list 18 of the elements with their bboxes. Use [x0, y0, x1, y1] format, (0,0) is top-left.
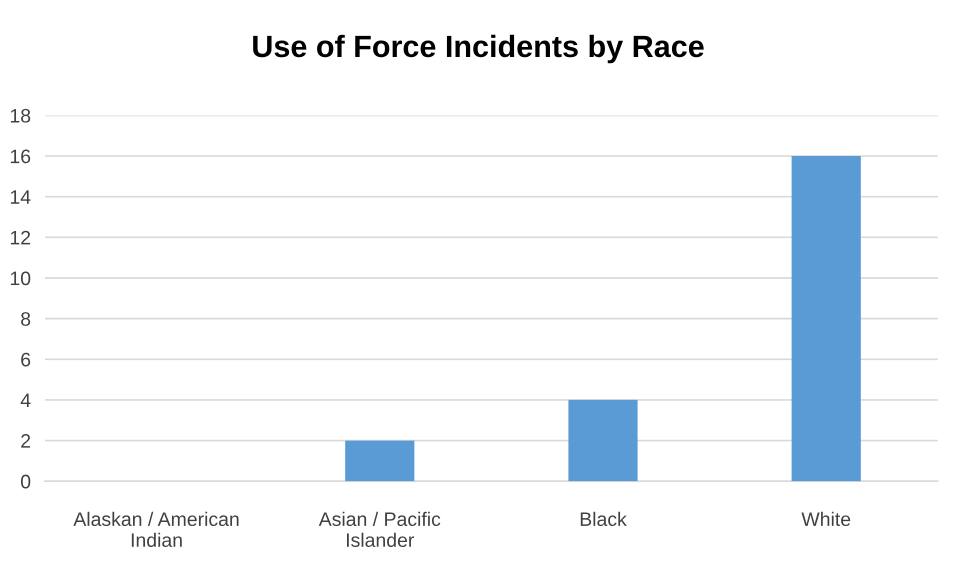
y-tick-label: 16 [10, 150, 30, 164]
bar [568, 400, 638, 482]
y-tick-label: 18 [10, 108, 30, 123]
x-tick-label: Asian / Pacific Islander [318, 512, 440, 547]
x-tick-label: Black [580, 512, 627, 526]
y-tick-label: 2 [21, 434, 30, 448]
y-tick-label: 0 [20, 474, 30, 488]
x-tick-label: White [801, 512, 850, 526]
y-tick-label: 4 [20, 394, 30, 407]
y-tick-label: 10 [10, 271, 30, 286]
y-tick-label: 6 [21, 352, 30, 367]
bar [345, 440, 414, 482]
y-tick-label: 8 [21, 312, 30, 326]
y-tick-label: 14 [10, 190, 30, 204]
chart-title: Use of Force Incidents by Race [253, 34, 704, 64]
y-tick-label: 12 [10, 230, 30, 244]
bar [792, 156, 861, 482]
x-tick-label: Alaskan / American Indian [73, 512, 239, 547]
